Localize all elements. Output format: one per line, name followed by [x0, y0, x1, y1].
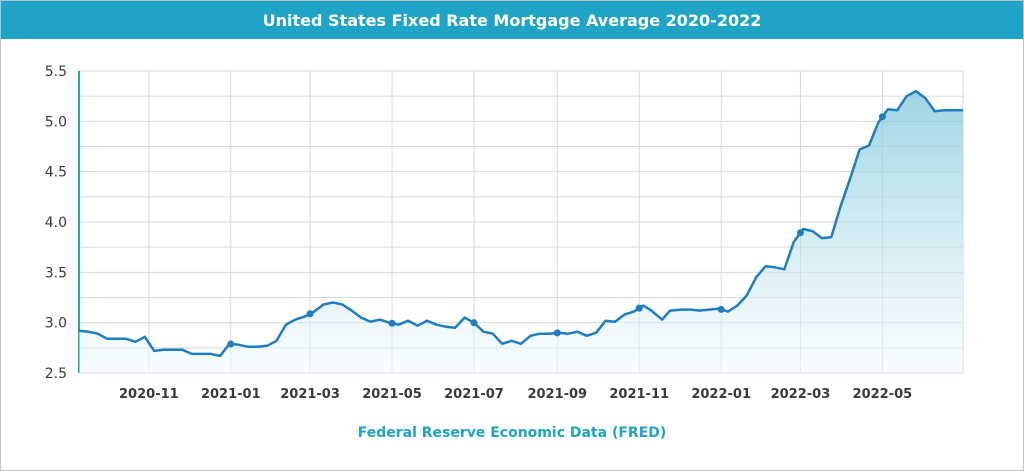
line-layer [78, 89, 963, 358]
x-tick-label: 2021-03 [280, 387, 340, 402]
y-tick-label: 5.5 [45, 64, 67, 80]
x-tick-label: 2022-01 [691, 387, 751, 402]
y-tick-label: 5.0 [45, 114, 67, 130]
y-axis: 2.5 3.0 3.5 4.0 4.5 5.0 5.5 [45, 64, 67, 382]
y-tick-label: 3.0 [45, 316, 67, 332]
y-tick-label: 3.5 [45, 265, 67, 281]
x-tick-label: 2021-09 [527, 387, 587, 402]
chart-title: United States Fixed Rate Mortgage Averag… [1, 1, 1023, 39]
series-marker [227, 340, 235, 348]
x-tick-label: 2020-11 [119, 387, 179, 402]
source-caption: Federal Reserve Economic Data (FRED) [357, 425, 667, 441]
series-area [79, 91, 963, 373]
x-tick-label: 2021-05 [362, 387, 422, 402]
series-marker [470, 319, 478, 327]
series-marker [306, 310, 314, 318]
series-line [78, 89, 963, 358]
area-layer [79, 91, 963, 373]
series-marker [388, 319, 396, 327]
x-tick-label: 2021-01 [201, 387, 261, 402]
series-marker [796, 229, 804, 237]
x-tick-label: 2021-11 [609, 387, 669, 402]
marker-layer [227, 113, 886, 348]
y-tick-label: 4.5 [45, 165, 67, 181]
x-tick-label: 2021-07 [444, 387, 504, 402]
y-tick-label: 4.0 [45, 215, 67, 231]
x-tick-label: 2022-03 [771, 387, 831, 402]
y-tick-label: 2.5 [45, 366, 67, 382]
x-axis: 2020-11 2021-01 2021-03 2021-05 2021-07 2021-… [119, 387, 912, 402]
series-marker [717, 305, 725, 313]
series-marker [878, 113, 886, 121]
series-marker [635, 304, 643, 312]
series-marker [553, 329, 561, 337]
x-tick-label: 2022-05 [853, 387, 913, 402]
